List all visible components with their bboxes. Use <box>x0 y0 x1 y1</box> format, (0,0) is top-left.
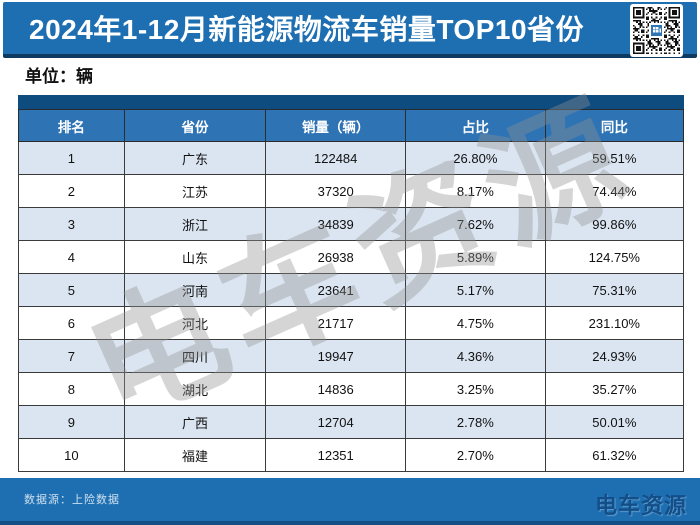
col-header-share: 占比 <box>405 109 546 142</box>
table-cell: 124.75% <box>544 240 685 274</box>
table-cell: 5.89% <box>405 240 546 274</box>
table-cell: 12351 <box>265 438 407 472</box>
table-cell: 14836 <box>265 372 407 406</box>
table-cell: 2 <box>18 174 125 208</box>
table-cell: 26.80% <box>405 141 546 175</box>
table-row: 10 福建 12351 2.70% 61.32% <box>18 438 685 472</box>
table-cell: 湖北 <box>123 372 267 406</box>
table-cell: 4.36% <box>405 339 546 373</box>
table-cell: 23641 <box>265 273 407 307</box>
table-row: 2 江苏 37320 8.17% 74.44% <box>18 174 685 208</box>
table-row: 4 山东 26938 5.89% 124.75% <box>18 240 685 274</box>
table-row: 8 湖北 14836 3.25% 35.27% <box>18 372 685 406</box>
table-cell: 122484 <box>265 141 407 175</box>
table-cell: 99.86% <box>544 207 685 241</box>
table-cell: 21717 <box>265 306 407 340</box>
table-cell: 河南 <box>123 273 267 307</box>
table-cell: 2.78% <box>405 405 546 439</box>
table-cell: 3.25% <box>405 372 546 406</box>
page-title: 2024年1-12月新能源物流车销量TOP10省份 <box>29 14 585 45</box>
table-cell: 河北 <box>123 306 267 340</box>
table-cell: 4 <box>18 240 125 274</box>
qr-code <box>630 4 683 57</box>
col-header-sales: 销量（辆） <box>265 109 407 142</box>
table-cell: 山东 <box>123 240 267 274</box>
table-cell: 35.27% <box>544 372 685 406</box>
table-row: 5 河南 23641 5.17% 75.31% <box>18 273 685 307</box>
table-cell: 福建 <box>123 438 267 472</box>
table-cell: 5 <box>18 273 125 307</box>
table-cell: 75.31% <box>544 273 685 307</box>
table-cell: 四川 <box>123 339 267 373</box>
table-cell: 浙江 <box>123 207 267 241</box>
table-cell: 34839 <box>265 207 407 241</box>
table-cap-band <box>18 95 684 109</box>
table-cell: 4.75% <box>405 306 546 340</box>
data-source-label: 数据源：上险数据 <box>24 494 120 506</box>
table-row: 3 浙江 34839 7.62% 99.86% <box>18 207 685 241</box>
qr-center-icon <box>650 24 663 37</box>
brand-logo: 电车资源 <box>594 493 687 518</box>
table-cell: 7.62% <box>405 207 546 241</box>
title-band: 2024年1-12月新能源物流车销量TOP10省份 <box>3 2 697 58</box>
col-header-rank: 排名 <box>18 109 125 142</box>
table-header-row: 排名 省份 销量（辆） 占比 同比 <box>18 109 685 142</box>
table-cell: 37320 <box>265 174 407 208</box>
sales-table: 排名 省份 销量（辆） 占比 同比 1 广东 122484 26.80% 59.51% 2… <box>18 109 685 472</box>
table-cell: 26938 <box>265 240 407 274</box>
table-cell: 61.32% <box>544 438 685 472</box>
table-cell: 10 <box>18 438 125 472</box>
table-cell: 19947 <box>265 339 407 373</box>
table-cell: 3 <box>18 207 125 241</box>
table-cell: 5.17% <box>405 273 546 307</box>
table-row: 6 河北 21717 4.75% 231.10% <box>18 306 685 340</box>
table-body: 1 广东 122484 26.80% 59.51% 2 江苏 37320 8.17% 74.44%… <box>18 141 685 472</box>
qr-modules <box>633 7 680 54</box>
footer-band: 数据源：上险数据 电车资源 <box>0 478 700 525</box>
qr-code-svg <box>633 7 680 54</box>
table-row: 7 四川 19947 4.36% 24.93% <box>18 339 685 373</box>
table-row: 9 广西 12704 2.78% 50.01% <box>18 405 685 439</box>
table-cell: 12704 <box>265 405 407 439</box>
table-cell: 8.17% <box>405 174 546 208</box>
table-cell: 50.01% <box>544 405 685 439</box>
table-cell: 1 <box>18 141 125 175</box>
table-cell: 8 <box>18 372 125 406</box>
table-cell: 231.10% <box>544 306 685 340</box>
col-header-yoy: 同比 <box>544 109 685 142</box>
table-cell: 2.70% <box>405 438 546 472</box>
table-cell: 7 <box>18 339 125 373</box>
table-cell: 59.51% <box>544 141 685 175</box>
sales-table-area: 排名 省份 销量（辆） 占比 同比 1 广东 122484 26.80% 59.51% 2… <box>18 95 685 472</box>
table-cell: 江苏 <box>123 174 267 208</box>
table-row: 1 广东 122484 26.80% 59.51% <box>18 141 685 175</box>
table-cell: 74.44% <box>544 174 685 208</box>
col-header-province: 省份 <box>123 109 267 142</box>
table-cell: 6 <box>18 306 125 340</box>
table-cell: 广西 <box>123 405 267 439</box>
table-cell: 24.93% <box>544 339 685 373</box>
unit-label: 单位：辆 <box>25 67 93 86</box>
table-cell: 广东 <box>123 141 267 175</box>
table-cell: 9 <box>18 405 125 439</box>
